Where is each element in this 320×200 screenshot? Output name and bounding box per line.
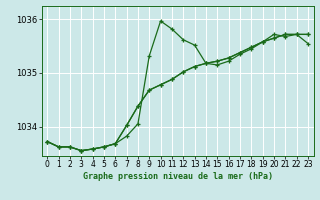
X-axis label: Graphe pression niveau de la mer (hPa): Graphe pression niveau de la mer (hPa) — [83, 172, 273, 181]
